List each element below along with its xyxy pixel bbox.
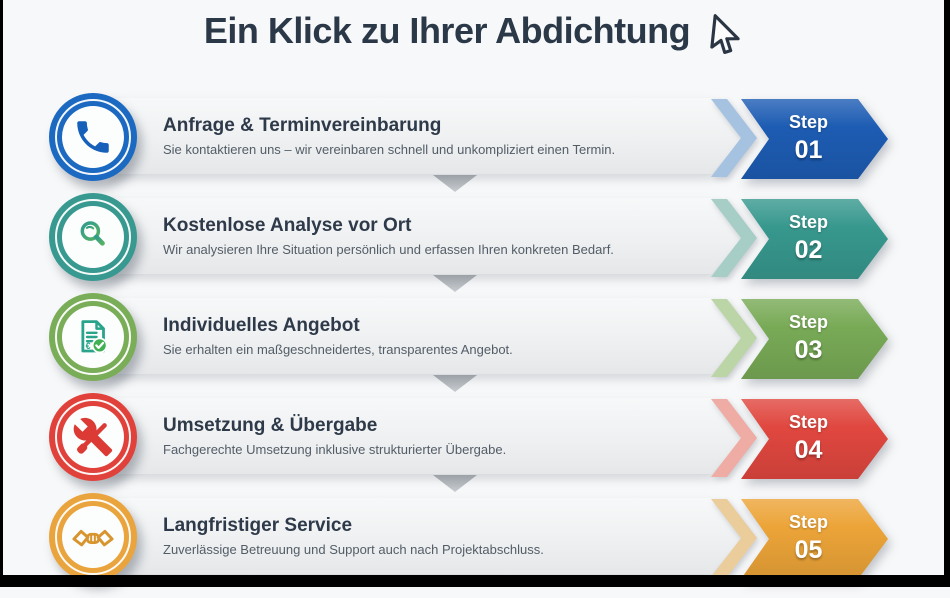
down-arrow-divider <box>433 475 477 492</box>
step-title: Langfristiger Service <box>163 515 353 536</box>
step-arrow-label: Step 05 <box>759 498 858 578</box>
step-word: Step <box>788 411 828 432</box>
step-number: 01 <box>794 135 823 164</box>
circle-disc <box>62 106 124 168</box>
handshake-icon <box>72 529 114 547</box>
step-word: Step <box>788 111 828 132</box>
magnifier-icon <box>78 221 105 247</box>
frame-left-edge <box>0 0 3 587</box>
step-description: Wir analysieren Ihre Situation persönlic… <box>163 242 614 257</box>
page-title: Ein Klick zu Ihrer Abdichtung <box>203 10 691 51</box>
circle-disc <box>62 406 124 468</box>
step-text-block: Langfristiger Service Zuverlässige Betre… <box>163 498 723 574</box>
step-icon-circle <box>49 493 137 581</box>
step-description: Fachgerechte Umsetzung inklusive struktu… <box>163 442 507 457</box>
step-title: Individuelles Angebot <box>163 315 360 336</box>
step-text-block: Kostenlose Analyse vor Ort Wir analysier… <box>163 198 723 274</box>
step-icon-circle: € <box>49 293 137 381</box>
step-number: 02 <box>794 235 823 264</box>
svg-text:€: € <box>86 341 91 351</box>
circle-disc <box>62 506 124 568</box>
step-word: Step <box>788 311 828 332</box>
circle-ring <box>55 199 131 275</box>
circle-ring <box>55 99 131 175</box>
circle-disc: € <box>62 306 124 368</box>
process-step-row-3: Individuelles Angebot Sie erhalten ein m… <box>0 293 950 398</box>
step-title: Anfrage & Terminvereinbarung <box>163 115 442 136</box>
phone-icon <box>77 121 109 153</box>
step-arrow-label: Step 01 <box>759 98 858 178</box>
frame-right-edge <box>944 0 950 587</box>
circle-ring <box>55 499 131 575</box>
down-arrow-divider <box>433 275 477 292</box>
step-arrow-label: Step 04 <box>759 398 858 478</box>
step-arrow-label: Step 02 <box>759 198 858 278</box>
step-word: Step <box>788 211 828 232</box>
step-text-block: Umsetzung & Übergabe Fachgerechte Umsetz… <box>163 398 723 474</box>
step-number: 05 <box>794 535 823 564</box>
down-arrow-divider <box>433 375 477 392</box>
circle-ring <box>55 299 131 375</box>
header: Ein Klick zu Ihrer Abdichtung <box>0 4 950 66</box>
mouse-cursor-icon <box>702 12 749 67</box>
process-step-row-2: Kostenlose Analyse vor Ort Wir analysier… <box>0 193 950 298</box>
step-description: Sie kontaktieren uns – wir vereinbaren s… <box>163 142 616 157</box>
circle-disc <box>62 206 124 268</box>
tools-icon <box>73 417 113 457</box>
step-arrow-label: Step 03 <box>759 298 858 378</box>
step-icon-circle <box>49 193 137 281</box>
step-number: 03 <box>794 335 823 364</box>
process-step-row-4: Umsetzung & Übergabe Fachgerechte Umsetz… <box>0 393 950 498</box>
frame-bottom-edge <box>0 575 950 587</box>
step-icon-circle <box>49 93 137 181</box>
step-text-block: Anfrage & Terminvereinbarung Sie kontakt… <box>163 98 723 174</box>
down-arrow-divider <box>433 175 477 192</box>
step-text-block: Individuelles Angebot Sie erhalten ein m… <box>163 298 723 374</box>
step-icon-circle <box>49 393 137 481</box>
step-title: Umsetzung & Übergabe <box>163 415 378 436</box>
step-number: 04 <box>794 435 823 464</box>
step-description: Zuverlässige Betreuung und Support auch … <box>163 542 544 557</box>
document-check-icon: € <box>81 320 108 354</box>
circle-ring <box>55 399 131 475</box>
step-title: Kostenlose Analyse vor Ort <box>163 215 412 236</box>
step-word: Step <box>788 511 828 532</box>
process-step-row-1: Anfrage & Terminvereinbarung Sie kontakt… <box>0 93 950 198</box>
step-description: Sie erhalten ein maßgeschneidertes, tran… <box>163 342 513 357</box>
